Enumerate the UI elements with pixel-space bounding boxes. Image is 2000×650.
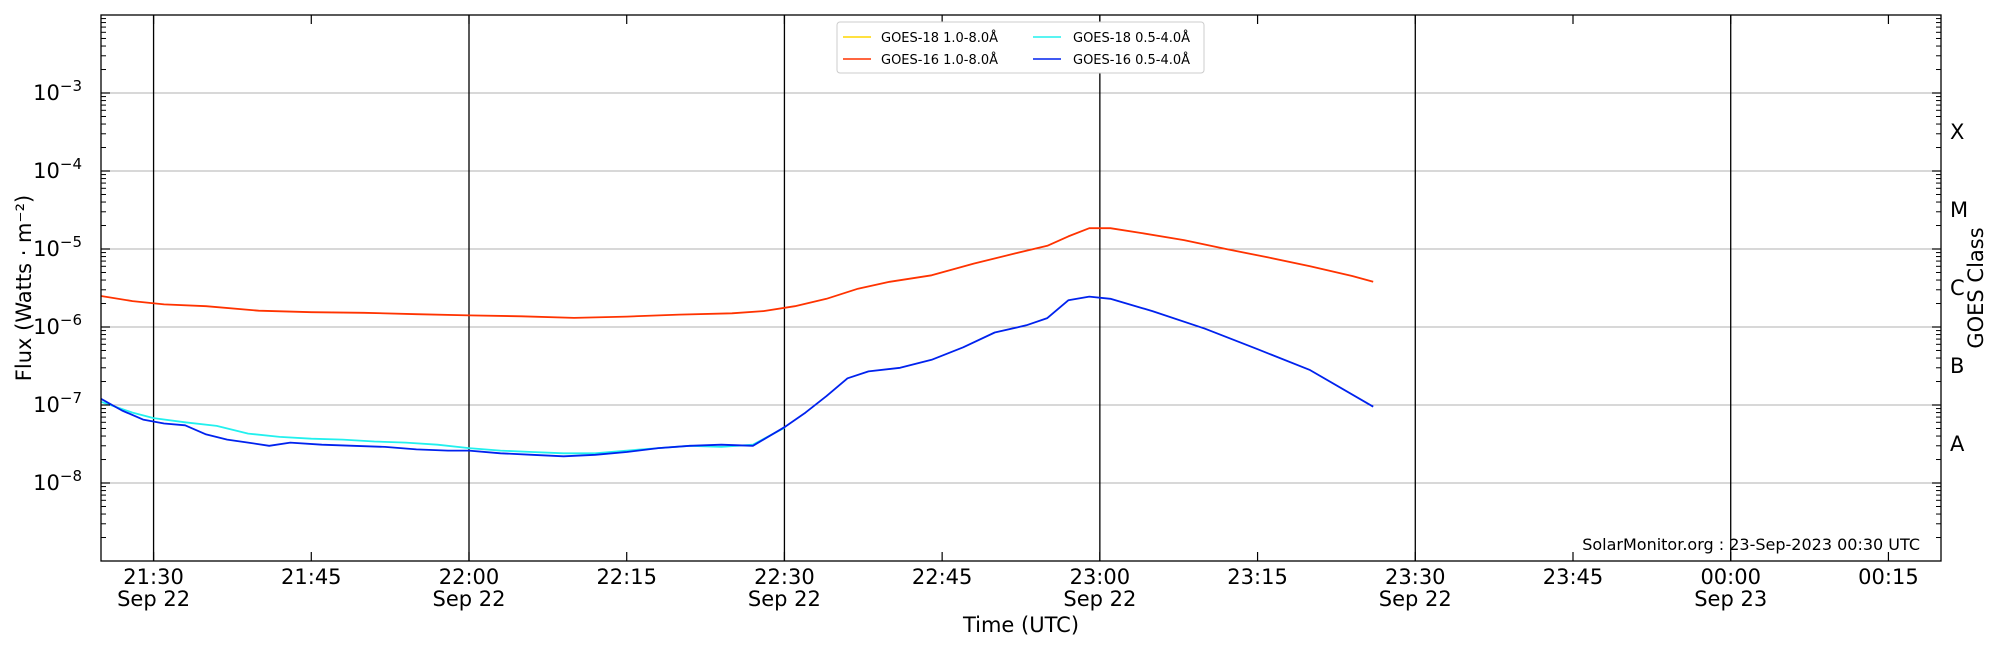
x-tick-label: 23:15 xyxy=(1227,565,1288,589)
y-tick-label: 10−4 xyxy=(33,155,82,183)
series-lines xyxy=(100,227,1374,458)
grid-lines xyxy=(101,92,1941,484)
plot-frame xyxy=(100,14,1942,562)
y2-axis-title: GOES Class xyxy=(1964,227,1988,348)
legend-box xyxy=(836,21,1205,74)
x-tick-label: 21:45 xyxy=(281,565,342,589)
legend: GOES-18 1.0-8.0Å GOES-16 1.0-8.0Å GOES-1… xyxy=(836,21,1205,74)
x-tick-label: 23:45 xyxy=(1543,565,1604,589)
x-tick-label: 23:00 xyxy=(1070,565,1131,589)
x-tick-label: 23:30 xyxy=(1385,565,1446,589)
x-tick-label: 22:15 xyxy=(596,565,657,589)
x-tick-date-label: Sep 23 xyxy=(1694,587,1767,611)
watermark: SolarMonitor.org : 23-Sep-2023 00:30 UTC xyxy=(1582,535,1920,554)
x-tick-date-label: Sep 22 xyxy=(433,587,506,611)
axis-ticks xyxy=(101,15,1941,561)
y-tick-label: 10−7 xyxy=(33,389,82,417)
vertical-day-lines xyxy=(152,15,1732,561)
goes-class-label: A xyxy=(1950,432,1965,456)
y-tick-label: 10−5 xyxy=(33,233,82,261)
y-tick-label: 10−3 xyxy=(33,77,82,105)
y-tick-labels: 10−8 10−7 10−6 10−5 10−4 10−3 xyxy=(33,77,82,495)
goes-class-label: B xyxy=(1950,354,1964,378)
legend-label-goes16-long: GOES-16 1.0-8.0Å xyxy=(881,52,998,68)
x-tick-label: 21:30 xyxy=(123,565,184,589)
x-tick-label: 00:15 xyxy=(1858,565,1919,589)
legend-label-goes18-long: GOES-18 1.0-8.0Å xyxy=(881,30,998,46)
x-tick-label: 22:45 xyxy=(912,565,973,589)
goes-class-label: M xyxy=(1950,198,1968,222)
y-axis-title: Flux (Watts · m⁻²) xyxy=(12,195,36,381)
x-tick-date-label: Sep 22 xyxy=(1379,587,1452,611)
x-tick-label: 22:00 xyxy=(439,565,500,589)
x-tick-date-label: Sep 22 xyxy=(748,587,821,611)
x-axis-title: Time (UTC) xyxy=(962,613,1079,637)
x-tick-label: 00:00 xyxy=(1700,565,1761,589)
series-goes16-long xyxy=(100,227,1374,319)
goes-class-labels: A B C M X xyxy=(1950,120,1968,456)
legend-label-goes16-short: GOES-16 0.5-4.0Å xyxy=(1073,52,1190,68)
goes-class-label: C xyxy=(1950,276,1965,300)
legend-label-goes18-short: GOES-18 0.5-4.0Å xyxy=(1073,30,1190,46)
x-tick-date-label: Sep 22 xyxy=(1063,587,1136,611)
series-goes16-short xyxy=(100,295,1374,458)
y-tick-label: 10−8 xyxy=(33,467,82,495)
goes-class-label: X xyxy=(1950,120,1964,144)
x-tick-label: 22:30 xyxy=(754,565,815,589)
x-tick-date-label: Sep 22 xyxy=(117,587,190,611)
y-tick-label: 10−6 xyxy=(33,311,82,339)
